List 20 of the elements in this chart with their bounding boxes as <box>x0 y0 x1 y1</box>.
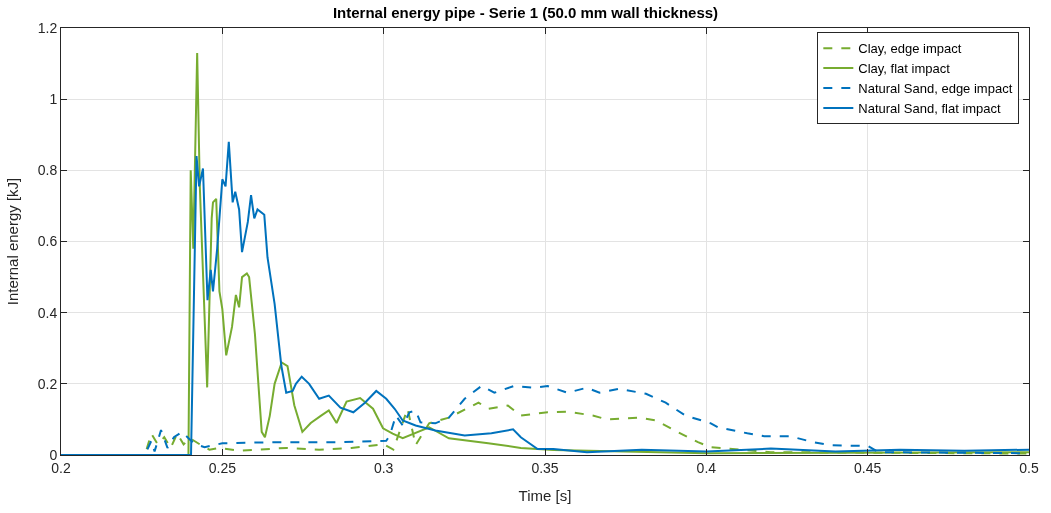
legend-label: Clay, flat impact <box>858 61 951 77</box>
x-tick-label: 0.5 <box>1019 459 1039 476</box>
y-tick-label: 0.4 <box>37 304 58 321</box>
x-tick-label: 0.3 <box>373 459 394 476</box>
y-tick-label: 1 <box>49 91 58 108</box>
chart-title: Internal energy pipe - Serie 1 (50.0 mm wall thickness) <box>332 4 719 22</box>
y-axis-title: Internal energy [kJ] <box>3 177 21 306</box>
legend-label: Natural Sand, edge impact <box>858 81 1013 97</box>
y-tick-label: 0 <box>49 446 58 463</box>
y-tick-label: 0.8 <box>37 162 58 179</box>
x-tick-label: 0.4 <box>696 459 717 476</box>
y-tick-label: 1.2 <box>37 19 58 36</box>
y-tick-label: 0.2 <box>37 375 58 392</box>
x-tick-label: 0.35 <box>531 459 559 476</box>
y-tick-label: 0.6 <box>37 233 58 250</box>
x-axis-title: Time [s] <box>518 486 572 504</box>
x-tick-label: 0.45 <box>854 459 882 476</box>
legend-label: Clay, edge impact <box>858 41 962 57</box>
x-tick-label: 0.25 <box>208 459 237 476</box>
legend-label: Natural Sand, flat impact <box>858 100 1002 116</box>
